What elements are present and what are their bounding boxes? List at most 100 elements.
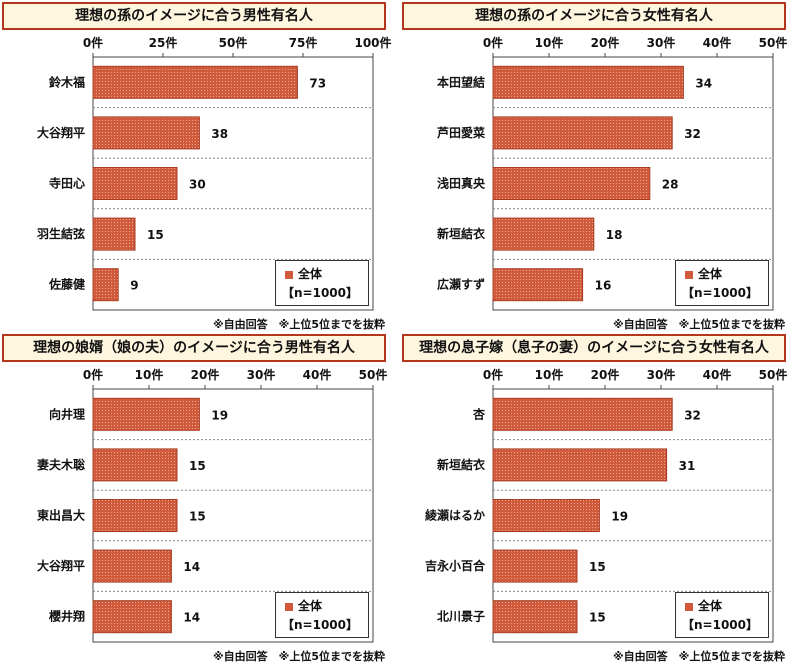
legend-series-label: 全体 (698, 267, 723, 281)
bar (492, 65, 684, 99)
x-tick-label: 40件 (703, 35, 732, 50)
x-tick-label: 75件 (289, 35, 318, 50)
legend-sample-size: 【n=1000】 (282, 286, 358, 300)
category-label: 大谷翔平 (37, 558, 85, 573)
legend-sample-size: 【n=1000】 (682, 286, 758, 300)
legend-sample-size: 【n=1000】 (282, 618, 358, 632)
chart-title: 理想の孫のイメージに合う女性有名人 (402, 2, 786, 30)
x-tick-label: 50件 (359, 367, 388, 382)
category-label: 寺田心 (49, 176, 85, 191)
x-tick-label: 10件 (135, 367, 164, 382)
x-tick-label: 40件 (703, 367, 732, 382)
bar (92, 549, 172, 583)
category-label: 本田望結 (437, 74, 485, 89)
bar (92, 217, 136, 251)
value-label: 15 (147, 228, 164, 242)
chart-title: 理想の孫のイメージに合う男性有名人 (2, 2, 386, 30)
value-label: 73 (309, 76, 326, 90)
x-tick-label: 30件 (647, 35, 676, 50)
bar (92, 499, 178, 532)
chart-title: 理想の息子嫁（息子の妻）のイメージに合う女性有名人 (402, 334, 786, 362)
value-label: 15 (189, 459, 206, 473)
category-label: 東出昌大 (37, 508, 85, 523)
value-label: 18 (606, 228, 623, 242)
value-label: 15 (589, 611, 606, 625)
legend: 全体【n=1000】 (675, 592, 769, 638)
value-label: 14 (183, 560, 200, 574)
x-tick-label: 20件 (191, 367, 220, 382)
bar (92, 448, 178, 482)
legend-sample-size: 【n=1000】 (682, 618, 758, 632)
category-label: 綾瀬はるか (425, 508, 485, 523)
footnote: ※自由回答 ※上位5位までを抜粋 (212, 650, 385, 663)
legend: 全体【n=1000】 (275, 592, 369, 638)
x-tick-label: 10件 (535, 367, 564, 382)
bar (492, 600, 578, 634)
bar (92, 65, 298, 99)
bar (92, 600, 172, 634)
bar (492, 397, 673, 431)
bar (92, 268, 119, 302)
x-tick-label: 50件 (759, 367, 788, 382)
value-label: 31 (679, 459, 696, 473)
x-tick-label: 20件 (591, 367, 620, 382)
x-tick-label: 20件 (591, 35, 620, 50)
category-label: 吉永小百合 (425, 558, 486, 573)
bar (492, 499, 600, 532)
footnote: ※自由回答 ※上位5位までを抜粋 (612, 650, 785, 663)
category-label: 浅田真央 (437, 176, 486, 191)
x-tick-label: 0件 (483, 35, 503, 50)
x-tick-label: 50件 (759, 35, 788, 50)
value-label: 38 (211, 127, 228, 141)
legend-swatch (285, 271, 293, 279)
category-label: 広瀬すず (437, 277, 485, 292)
chart-panel-2: 理想の孫のイメージに合う女性有名人 0件 10件 20件 30件 40件 50件本田望結 34… (400, 0, 800, 332)
legend-series-label: 全体 (698, 599, 723, 613)
value-label: 32 (684, 127, 701, 141)
x-tick-label: 10件 (535, 35, 564, 50)
bar (492, 116, 673, 150)
bar (492, 268, 584, 302)
category-label: 杏 (472, 406, 485, 421)
value-label: 16 (595, 279, 612, 293)
value-label: 32 (684, 408, 701, 422)
value-label: 34 (695, 76, 712, 90)
x-tick-label: 50件 (219, 35, 248, 50)
x-tick-label: 40件 (303, 367, 332, 382)
x-tick-label: 25件 (149, 35, 178, 50)
category-label: 櫻井翔 (48, 609, 85, 624)
x-tick-label: 30件 (647, 367, 676, 382)
x-tick-label: 100件 (354, 35, 391, 50)
chart-title: 理想の娘婿（娘の夫）のイメージに合う男性有名人 (2, 334, 386, 362)
value-label: 9 (130, 279, 138, 293)
x-tick-label: 30件 (247, 367, 276, 382)
bar (92, 116, 200, 150)
legend-swatch (685, 603, 693, 611)
category-label: 妻夫木聡 (37, 457, 86, 472)
footnote: ※自由回答 ※上位5位までを抜粋 (212, 318, 385, 331)
category-label: 向井理 (49, 406, 85, 421)
value-label: 19 (211, 408, 228, 422)
category-label: 新垣結衣 (437, 226, 485, 241)
bar (92, 397, 200, 431)
x-tick-label: 0件 (483, 367, 503, 382)
value-label: 15 (589, 560, 606, 574)
bar (492, 549, 578, 583)
legend-swatch (285, 603, 293, 611)
value-label: 15 (189, 510, 206, 524)
value-label: 19 (611, 510, 628, 524)
value-label: 28 (662, 178, 679, 192)
category-label: 北川景子 (437, 609, 485, 624)
legend: 全体【n=1000】 (675, 260, 769, 306)
footnote: ※自由回答 ※上位5位までを抜粋 (612, 318, 785, 331)
legend-series-label: 全体 (298, 599, 323, 613)
legend-swatch (685, 271, 693, 279)
category-label: 大谷翔平 (37, 125, 85, 140)
x-tick-label: 0件 (83, 35, 103, 50)
x-tick-label: 0件 (83, 367, 103, 382)
bar (492, 448, 668, 482)
chart-panel-3: 理想の娘婿（娘の夫）のイメージに合う男性有名人 0件 10件 20件 30件 40件 50件… (0, 332, 400, 664)
chart-panel-4: 理想の息子嫁（息子の妻）のイメージに合う女性有名人 0件 10件 20件 30件 40件 5… (400, 332, 800, 664)
bar (492, 167, 651, 200)
